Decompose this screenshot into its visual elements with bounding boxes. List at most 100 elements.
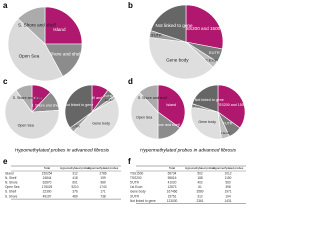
table-row-label: TSS1500	[130, 171, 144, 175]
pie-slice	[4, 89, 60, 140]
slice-label: 3'UTR	[192, 104, 201, 108]
table-row-label: Island	[5, 171, 14, 175]
table-cell: 171	[100, 190, 106, 194]
slice-label: Not linked to gene	[64, 103, 93, 107]
table-row-label: S. Shore	[5, 194, 18, 198]
slice-label: Island	[33, 96, 43, 100]
pie-slice	[73, 98, 120, 140]
table-cell: 312	[197, 194, 203, 198]
table-cell: 1971	[224, 190, 231, 194]
slice-label: 1st Exon	[202, 58, 217, 63]
slice-label: TSS200 and 1500	[183, 26, 220, 31]
slice-label: 5'UTR	[103, 94, 112, 98]
panel-label: c	[3, 77, 8, 86]
slice-label: Not linked to gene	[195, 98, 224, 102]
slice-label: Open Sea	[136, 115, 152, 119]
slice-label: S. Shore and shelf	[13, 96, 43, 100]
table-row-label: 1st Exon	[130, 185, 143, 189]
table-header: Total	[44, 166, 50, 170]
table-row-label: Open Sea	[5, 185, 20, 189]
slice-label: N. Shore and shelf	[43, 52, 82, 57]
table-cell: 15751	[168, 194, 177, 198]
table-cell: 312	[72, 171, 78, 175]
slice-label: Not linked to gene	[156, 23, 193, 28]
table-cell: 402	[197, 181, 203, 185]
slice-label: Island	[166, 103, 176, 107]
pie-slice	[191, 84, 219, 113]
table-row-label: N. Shore	[5, 181, 18, 185]
panel-label: f	[128, 157, 131, 166]
table-cell: 560	[225, 181, 231, 185]
table-cell: 738	[100, 194, 106, 198]
table-row-label: N. Shelf	[5, 176, 16, 180]
table-cell: 150254	[42, 171, 53, 175]
table-cell: 418	[72, 176, 78, 180]
slice-label: N. Shore and shelf	[31, 104, 61, 108]
table-cell: 376	[72, 190, 78, 194]
table-cell: 1012	[224, 171, 231, 175]
pie-slice	[44, 6, 83, 45]
table-cell: 601	[72, 181, 78, 185]
table-cell: 1431	[224, 199, 231, 203]
table-cell: 61	[198, 185, 202, 189]
slice-label: Gene body	[166, 58, 189, 63]
table-cell: 188	[197, 176, 203, 180]
table-cell: 123030	[167, 199, 178, 203]
slice-label: 5'UTR	[222, 121, 232, 125]
table-cell: 989	[100, 181, 106, 185]
table-cell: 69734	[168, 171, 177, 175]
pie-slice	[139, 84, 159, 113]
table-cell: 12873	[168, 185, 177, 189]
slice-label: Gene body	[92, 122, 110, 126]
slice-label: Island	[53, 27, 66, 32]
table-cell: 24844	[43, 176, 52, 180]
pie-slice	[17, 6, 46, 45]
table-cell: 1743	[99, 185, 106, 189]
slice-label: 1st Exon	[105, 98, 117, 102]
panel-caption: Hypomethylated probes in advanced fibros…	[15, 147, 110, 153]
pie-slice	[150, 4, 187, 43]
table-cell: 55616	[168, 176, 177, 180]
pie-slice	[190, 106, 222, 140]
pie-slice	[7, 18, 64, 82]
slice-label: TSS200 and 1500	[217, 103, 246, 107]
table-header: Hypermethylated probes	[88, 166, 119, 170]
panel-label: a	[3, 1, 8, 10]
pie-slice	[217, 84, 246, 129]
table-header: Hypermethylated probes	[213, 166, 244, 170]
pie-slice	[157, 84, 186, 129]
slice-label: 3'UTR	[71, 124, 80, 128]
slice-label: 1st Exon	[218, 131, 230, 135]
table-cell: 502	[197, 171, 203, 175]
table-header: Hypomethylated probes	[185, 166, 215, 170]
slice-label: TSS200 and 1500	[82, 96, 111, 100]
table-row-label: Gene body	[130, 190, 146, 194]
panel-caption: Hypermethylated probes in advanced fibro…	[140, 147, 237, 153]
table-header: Hypomethylated probes	[60, 166, 90, 170]
table-cell: 2786	[99, 171, 106, 175]
pie-slice	[15, 84, 33, 113]
table-row-label: Not linked to gene	[130, 199, 156, 203]
table-cell: 489	[72, 194, 78, 198]
panel-label: e	[3, 157, 8, 166]
slice-label: 5'UTR	[209, 50, 220, 55]
table-cell: 3580	[196, 190, 203, 194]
table-row-label: 5'UTR	[130, 181, 140, 185]
table-cell: 167466	[167, 190, 178, 194]
table-cell: 398	[225, 185, 231, 189]
slice-label: 3'UTR	[151, 32, 162, 37]
table-cell: 199	[100, 176, 106, 180]
table-cell: 49197	[43, 194, 52, 198]
panel-label: b	[128, 1, 133, 10]
table-row-label: 3'UTR	[130, 194, 140, 198]
table-header: Total	[169, 166, 175, 170]
table-cell: 176025	[42, 185, 53, 189]
table-row-label: TSS200	[130, 176, 142, 180]
slice-label: S. Shore and shelf	[18, 23, 57, 28]
slice-label: Gene body	[198, 120, 216, 124]
slice-label: S. Shore and shelf	[138, 96, 168, 100]
pie-slice	[148, 37, 214, 80]
slice-label: Open Sea	[19, 54, 40, 59]
table-row-label: S. Shelf	[5, 190, 16, 194]
slice-label: Open Sea	[18, 123, 34, 127]
